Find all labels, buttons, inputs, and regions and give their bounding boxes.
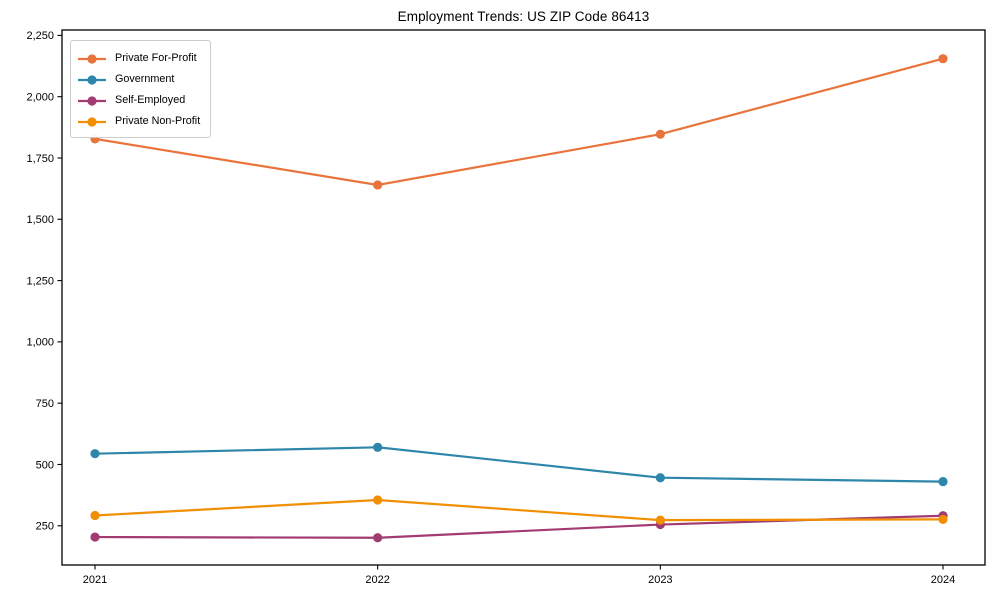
legend-item: Self-Employed (78, 89, 200, 110)
y-tick-label: 1,500 (26, 214, 54, 226)
y-tick-label: 2,000 (26, 91, 54, 103)
data-point (90, 532, 100, 542)
legend: Private For-Profit Government Self-Employe… (70, 40, 212, 138)
series-line-private-non-profit (94, 498, 944, 522)
data-point (655, 515, 665, 525)
legend-marker-icon (78, 73, 106, 85)
x-tick-label: 2022 (365, 574, 389, 586)
data-point (373, 495, 383, 505)
y-tick-label: 2,250 (26, 30, 54, 42)
series-line-government (94, 446, 944, 483)
chart-title: Employment Trends: US ZIP Code 86413 (397, 9, 650, 24)
x-tick-label: 2021 (83, 574, 107, 586)
legend-label: Government (115, 72, 175, 85)
data-point (938, 514, 948, 524)
legend-label: Private Non-Profit (115, 114, 201, 127)
legend-marker-icon (78, 52, 106, 64)
data-point (655, 129, 665, 139)
data-point (373, 442, 383, 452)
data-point (90, 510, 100, 521)
y-tick-label: 500 (36, 459, 54, 471)
y-tick-label: 1,750 (26, 153, 54, 165)
y-tick-label: 750 (36, 398, 54, 410)
series-line-private-for-profit (94, 57, 944, 187)
data-point (373, 180, 383, 190)
legend-item: Private Non-Profit (78, 110, 200, 131)
legend-marker-icon (78, 94, 106, 106)
data-point (373, 533, 383, 543)
x-tick-label: 2023 (648, 574, 672, 586)
data-point (938, 477, 948, 487)
data-point (90, 449, 100, 459)
x-tick-label: 2024 (931, 574, 955, 586)
legend-item: Government (78, 68, 200, 89)
legend-label: Private For-Profit (115, 51, 197, 64)
legend-marker-icon (78, 115, 106, 127)
y-tick-label: 1,000 (26, 337, 54, 349)
data-point (938, 54, 948, 64)
y-tick-label: 250 (36, 521, 54, 533)
legend-label: Self-Employed (115, 93, 186, 106)
data-point (655, 473, 665, 483)
plot-area (61, 29, 986, 566)
legend-item: Private For-Profit (78, 47, 200, 68)
y-tick-label: 1,250 (26, 275, 54, 287)
